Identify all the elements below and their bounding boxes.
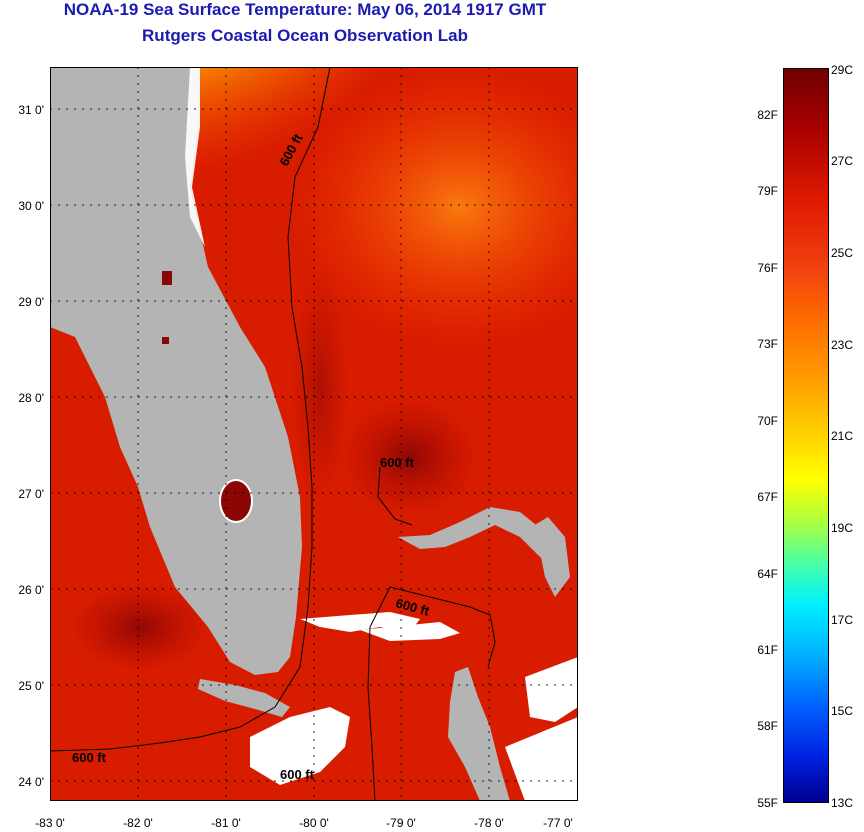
lat-label-26: 26 0': [18, 583, 44, 597]
colorbar-f-label: 55F: [757, 796, 778, 810]
inland-lake: [162, 337, 169, 344]
lon-label-80: -80 0': [299, 816, 329, 830]
map-title: NOAA-19 Sea Surface Temperature: May 06,…: [63, 0, 547, 19]
colorbar-f-label: 67F: [757, 490, 778, 504]
lat-label-25: 25 0': [18, 679, 44, 693]
warm-core-gulf: [70, 582, 210, 672]
lon-label-78: -78 0': [474, 816, 504, 830]
cloud: [360, 622, 460, 641]
contour-600ft-florida: [50, 67, 331, 752]
lat-label-24: 24 0': [18, 775, 44, 789]
colorbar-f-label: 82F: [757, 108, 778, 122]
colorbar-c-label: 13C: [831, 796, 854, 810]
colorbar-f-label: 79F: [757, 184, 778, 198]
cloud-coast: [185, 67, 205, 247]
cloud: [250, 707, 350, 785]
colorbar-c-label: 21C: [831, 429, 854, 443]
contour-600ft-bahamas-north: [377, 466, 413, 526]
contour-label: 600 ft: [280, 767, 315, 782]
contour-600ft-bahamas-south: [367, 586, 496, 801]
lat-label-29: 29 0': [18, 295, 44, 309]
lat-label-31: 31 0': [18, 103, 44, 117]
colorbar-f-label: 70F: [757, 414, 778, 428]
lon-label-83: -83 0': [35, 816, 65, 830]
inland-lake: [162, 271, 172, 285]
florida-keys: [198, 679, 290, 717]
colorbar-c-label: 23C: [831, 338, 854, 352]
colorbar-c-label: 17C: [831, 613, 854, 627]
grand-bahama: [398, 507, 565, 567]
contour-label: 600 ft: [72, 750, 107, 765]
colorbar-f-label: 58F: [757, 719, 778, 733]
colorbar-c-label: 29C: [831, 63, 854, 77]
colorbar-c-label: 19C: [831, 521, 854, 535]
lon-label-77: -77 0': [543, 816, 573, 830]
gulf-stream-core: [290, 267, 350, 507]
colorbar-f-label: 61F: [757, 643, 778, 657]
colorbar-c-label: 25C: [831, 246, 854, 260]
map-frame: [50, 67, 578, 801]
lon-label-79: -79 0': [386, 816, 416, 830]
colorbar-f-label: 76F: [757, 261, 778, 275]
colorbar-c-label: 27C: [831, 154, 854, 168]
abaco: [528, 517, 570, 597]
lat-label-30: 30 0': [18, 199, 44, 213]
florida-land: [50, 67, 302, 675]
graticule: [50, 67, 578, 801]
lon-label-81: -81 0': [211, 816, 241, 830]
lat-label-28: 28 0': [18, 391, 44, 405]
cloud: [505, 717, 578, 801]
andros: [448, 667, 510, 801]
lat-label-27: 27 0': [18, 487, 44, 501]
map-subtitle: Rutgers Coastal Ocean Observation Lab: [142, 26, 468, 45]
colorbar-c-label: 15C: [831, 704, 854, 718]
sst-map[interactable]: 600 ft 600 ft 600 ft 600 ft 600 ft: [50, 67, 578, 801]
temperature-colorbar: [783, 68, 829, 803]
lake-okeechobee: [219, 479, 253, 523]
warm-core-north-bahamas: [340, 397, 480, 517]
contour-label: 600 ft: [380, 455, 415, 470]
colorbar-f-label: 73F: [757, 337, 778, 351]
cloud: [525, 657, 578, 722]
colorbar-f-label: 64F: [757, 567, 778, 581]
lon-label-82: -82 0': [123, 816, 153, 830]
